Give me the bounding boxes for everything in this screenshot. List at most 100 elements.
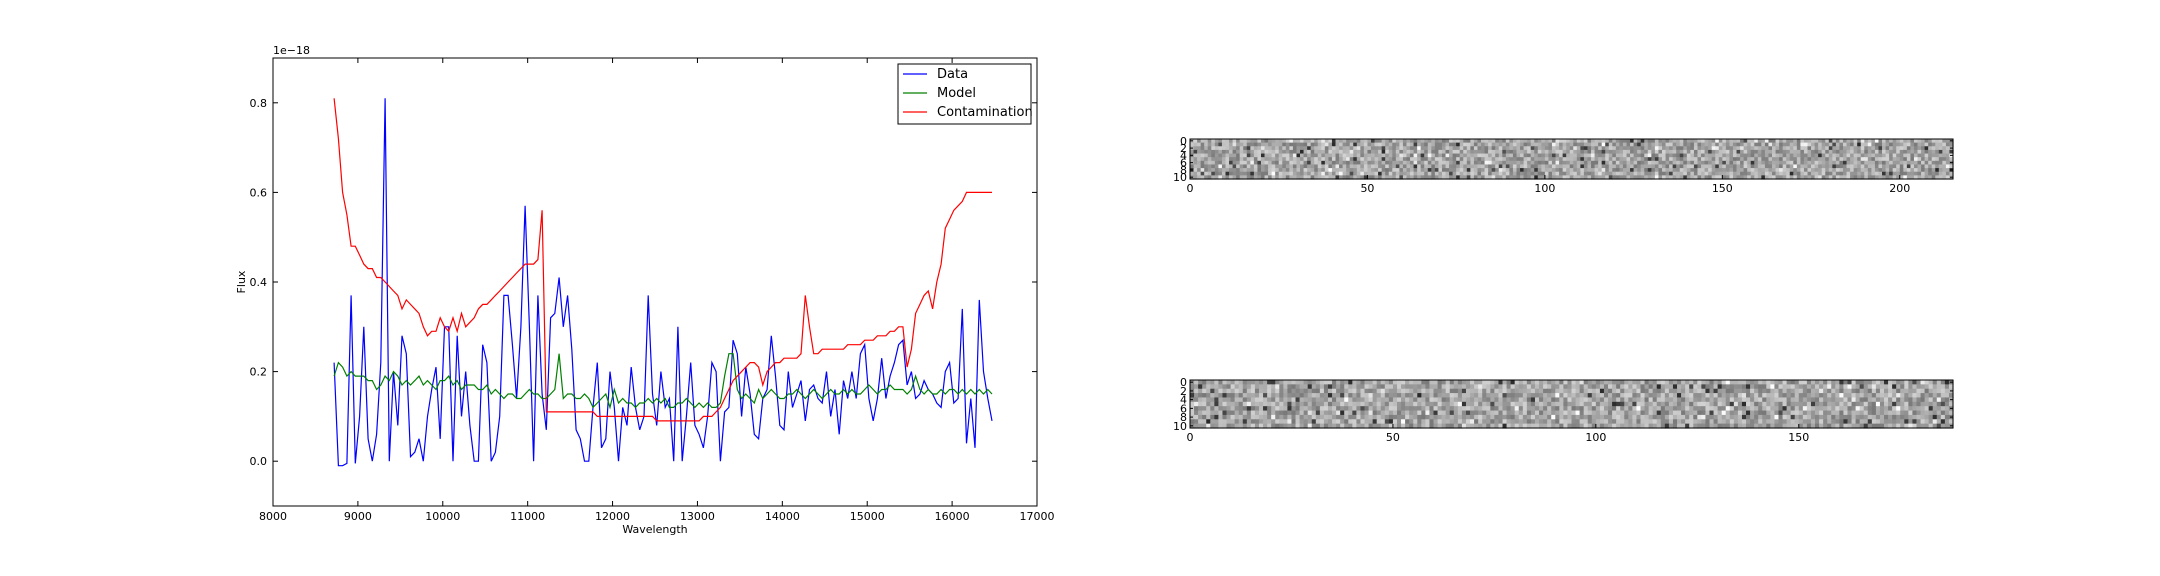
image-pixel bbox=[1571, 406, 1577, 412]
image-pixel bbox=[1637, 153, 1642, 158]
image-pixel bbox=[1931, 168, 1936, 173]
image-pixel bbox=[1481, 146, 1486, 151]
image-pixel bbox=[1283, 410, 1289, 416]
image-pixel bbox=[1899, 139, 1904, 144]
image-pixel bbox=[1449, 406, 1455, 412]
image-pixel bbox=[1775, 168, 1780, 173]
image-pixel bbox=[1211, 175, 1216, 180]
image-pixel bbox=[1384, 380, 1390, 385]
image-pixel bbox=[1917, 139, 1922, 144]
image-pixel bbox=[1796, 157, 1801, 162]
image-pixel bbox=[1672, 168, 1677, 173]
image-pixel bbox=[1850, 160, 1855, 166]
image-pixel bbox=[1648, 384, 1654, 390]
image-pixel bbox=[1392, 410, 1398, 416]
image-pixel bbox=[1401, 380, 1406, 385]
image-pixel bbox=[1843, 423, 1849, 429]
image-pixel bbox=[1336, 423, 1341, 429]
image-pixel bbox=[1819, 380, 1824, 385]
image-pixel bbox=[1303, 384, 1309, 390]
image-pixel bbox=[1317, 164, 1322, 169]
image-pixel bbox=[1449, 149, 1454, 155]
image-pixel bbox=[1260, 142, 1266, 147]
image-pixel bbox=[1859, 410, 1865, 416]
image-pixel bbox=[1786, 423, 1792, 429]
image-pixel bbox=[1459, 153, 1464, 158]
image-pixel bbox=[1510, 393, 1516, 399]
image-pixel bbox=[1932, 406, 1938, 412]
image-pixel bbox=[1470, 149, 1475, 155]
image-pixel bbox=[1502, 153, 1507, 158]
image-pixel bbox=[1651, 164, 1656, 169]
image-pixel bbox=[1381, 142, 1386, 147]
image-pixel bbox=[1486, 419, 1491, 425]
image-pixel bbox=[1718, 175, 1723, 180]
image-pixel bbox=[1481, 164, 1486, 169]
image-pixel bbox=[1729, 406, 1735, 412]
image-pixel bbox=[1401, 401, 1406, 407]
image-pixel bbox=[1910, 149, 1915, 155]
image-pixel bbox=[1449, 160, 1454, 166]
image-pixel bbox=[1380, 410, 1386, 416]
image-pixel bbox=[1551, 139, 1557, 144]
image-x-tick-label: 50 bbox=[1360, 182, 1374, 195]
image-pixel bbox=[1917, 146, 1922, 151]
image-pixel bbox=[1729, 164, 1734, 169]
image-pixel bbox=[1878, 171, 1883, 176]
image-pixel bbox=[1523, 164, 1528, 169]
image-pixel bbox=[1246, 157, 1251, 162]
image-pixel bbox=[1624, 410, 1629, 416]
image-pixel bbox=[1311, 423, 1317, 429]
image-pixel bbox=[1260, 171, 1266, 176]
image-pixel bbox=[1314, 160, 1319, 166]
image-pixel bbox=[1633, 157, 1638, 162]
image-pixel bbox=[1459, 146, 1464, 151]
image-pixel bbox=[1518, 423, 1524, 429]
image-pixel bbox=[1828, 146, 1833, 151]
image-pixel bbox=[1746, 397, 1751, 403]
image-pixel bbox=[1218, 153, 1223, 158]
image-pixel bbox=[1348, 423, 1353, 429]
image-pixel bbox=[1214, 406, 1220, 412]
image-pixel bbox=[1790, 401, 1796, 407]
image-pixel bbox=[1441, 419, 1447, 425]
image-pixel bbox=[1364, 423, 1370, 429]
image-pixel bbox=[1595, 419, 1601, 425]
image-pixel bbox=[1388, 410, 1394, 416]
image-pixel bbox=[1823, 384, 1828, 390]
image-pixel bbox=[1264, 139, 1269, 144]
image-pixel bbox=[1740, 142, 1745, 147]
image-pixel bbox=[1548, 139, 1553, 144]
image-pixel bbox=[1835, 388, 1840, 394]
image-pixel bbox=[1754, 397, 1759, 403]
image-pixel bbox=[1924, 146, 1929, 151]
image-pixel bbox=[1352, 419, 1357, 425]
image-pixel bbox=[1725, 164, 1731, 169]
image-pixel bbox=[1619, 160, 1624, 166]
image-pixel bbox=[1537, 149, 1542, 155]
image-pixel bbox=[1520, 153, 1525, 158]
image-pixel bbox=[1470, 139, 1475, 144]
image-pixel bbox=[1732, 142, 1738, 147]
image-pixel bbox=[1857, 171, 1862, 176]
image-pixel bbox=[1342, 157, 1347, 162]
image-pixel bbox=[1421, 397, 1426, 403]
image-pixel bbox=[1717, 410, 1723, 416]
image-pixel bbox=[1250, 419, 1256, 425]
image-pixel bbox=[1778, 406, 1784, 412]
image-pixel bbox=[1520, 142, 1525, 147]
image-pixel bbox=[1603, 419, 1609, 425]
image-pixel bbox=[1587, 406, 1593, 412]
image-pixel bbox=[1344, 419, 1349, 425]
image-pixel bbox=[1534, 160, 1539, 166]
image-pixel bbox=[1299, 410, 1305, 416]
image-pixel bbox=[1194, 397, 1199, 403]
image-pixel bbox=[1263, 384, 1268, 390]
image-pixel bbox=[1292, 168, 1298, 173]
image-pixel bbox=[1754, 175, 1759, 180]
image-pixel bbox=[1307, 153, 1312, 158]
image-pixel bbox=[1917, 157, 1922, 162]
image-pixel bbox=[1722, 153, 1727, 158]
image-pixel bbox=[1328, 149, 1333, 155]
